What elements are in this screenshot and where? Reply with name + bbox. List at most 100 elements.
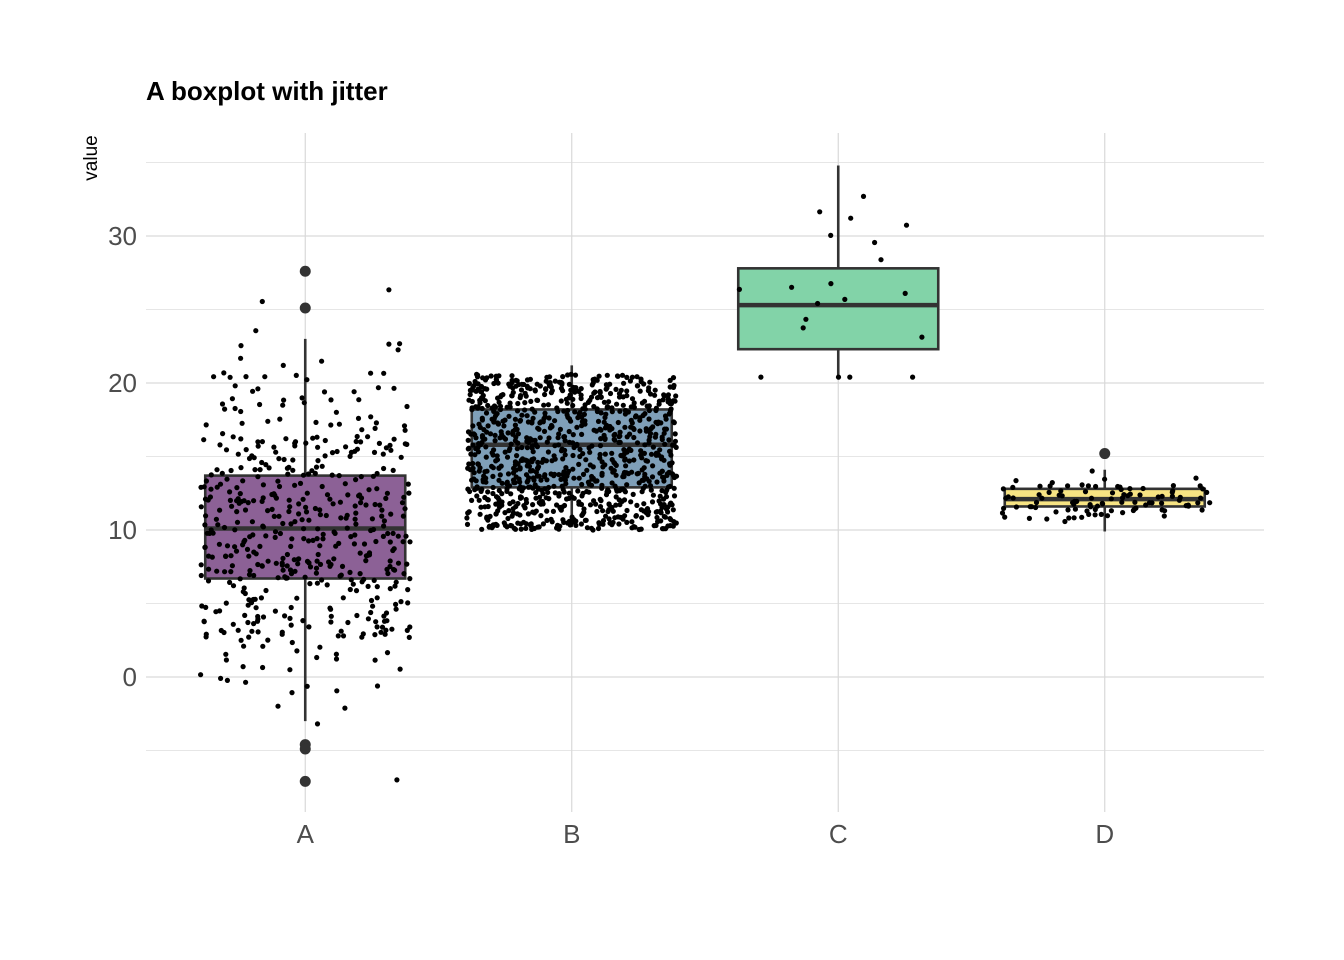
jitter-point — [517, 512, 523, 518]
jitter-point — [407, 576, 413, 582]
jitter-point — [467, 488, 473, 495]
jitter-point — [602, 414, 608, 421]
jitter-point — [667, 483, 673, 489]
jitter-point — [545, 489, 551, 495]
jitter-point — [653, 405, 660, 411]
jitter-point — [255, 561, 261, 568]
jitter-point — [208, 486, 214, 492]
jitter-point — [290, 467, 296, 473]
jitter-point — [208, 527, 214, 533]
jitter-point — [402, 506, 408, 512]
jitter-point — [669, 460, 675, 466]
jitter-point — [306, 517, 312, 523]
jitter-point — [543, 458, 550, 464]
jitter-point — [1013, 478, 1019, 484]
jitter-point — [1071, 515, 1077, 521]
jitter-point — [514, 453, 520, 459]
jitter-point — [339, 563, 346, 570]
jitter-point — [529, 459, 535, 465]
jitter-point — [602, 462, 608, 468]
jitter-point — [1159, 500, 1165, 506]
jitter-point — [552, 490, 558, 496]
jitter-point — [506, 413, 512, 419]
jitter-point — [613, 502, 619, 508]
jitter-point — [647, 379, 653, 385]
y-tick-label: 30 — [108, 221, 137, 251]
jitter-point — [208, 472, 214, 478]
jitter-point — [525, 511, 532, 517]
jitter-point — [475, 405, 481, 411]
jitter-point — [586, 481, 592, 487]
jitter-point — [306, 624, 312, 630]
jitter-point — [479, 405, 485, 412]
jitter-point — [540, 521, 547, 527]
jitter-point — [407, 539, 413, 545]
jitter-point — [609, 450, 615, 456]
jitter-point — [464, 515, 470, 521]
jitter-point — [1200, 486, 1206, 492]
jitter-point — [272, 529, 279, 535]
jitter-point — [379, 513, 385, 519]
jitter-point — [510, 510, 516, 516]
jitter-point — [257, 401, 263, 408]
jitter-point — [659, 526, 666, 532]
jitter-point — [657, 470, 663, 476]
jitter-point — [292, 482, 298, 488]
jitter-point — [263, 462, 269, 468]
jitter-point — [387, 586, 393, 592]
jitter-point — [601, 399, 608, 405]
jitter-point — [490, 465, 496, 471]
jitter-point — [227, 497, 233, 503]
jitter-point — [533, 469, 540, 475]
jitter-point — [632, 524, 638, 530]
jitter-point — [566, 428, 572, 435]
jitter-point — [631, 434, 637, 441]
jitter-point — [401, 571, 407, 577]
jitter-point — [566, 490, 572, 496]
jitter-point — [255, 386, 261, 392]
jitter-point — [597, 504, 604, 510]
jitter-point — [671, 474, 678, 481]
jitter-point — [575, 488, 581, 494]
jitter-point — [628, 447, 634, 453]
jitter-point — [560, 456, 566, 462]
jitter-point — [1033, 499, 1040, 506]
jitter-point — [637, 388, 643, 394]
jitter-point — [301, 536, 307, 542]
jitter-point — [1094, 503, 1101, 509]
jitter-point — [391, 385, 397, 391]
jitter-point — [636, 526, 642, 533]
jitter-point — [635, 470, 642, 476]
jitter-point — [304, 683, 310, 689]
jitter-point — [494, 453, 500, 459]
jitter-point — [634, 374, 640, 380]
chart-title: A boxplot with jitter — [146, 76, 388, 106]
jitter-point — [583, 457, 589, 463]
jitter-point — [484, 429, 490, 435]
jitter-point — [232, 405, 238, 412]
jitter-point — [611, 432, 617, 438]
jitter-point — [1169, 493, 1175, 499]
jitter-point — [240, 664, 246, 670]
jitter-point — [223, 447, 230, 453]
jitter-point — [578, 386, 584, 392]
jitter-point — [607, 381, 613, 387]
jitter-point — [622, 424, 628, 430]
jitter-point — [1010, 495, 1016, 501]
jitter-point — [283, 436, 289, 442]
jitter-point — [562, 452, 568, 458]
jitter-point — [556, 431, 562, 437]
jitter-point — [512, 422, 519, 428]
jitter-point — [532, 388, 538, 394]
jitter-point — [301, 526, 307, 532]
jitter-point — [1086, 511, 1092, 517]
jitter-point — [234, 509, 240, 515]
jitter-point — [575, 415, 581, 421]
jitter-point — [570, 432, 576, 438]
jitter-point — [600, 508, 606, 514]
jitter-point — [403, 533, 409, 539]
jitter-point — [529, 443, 536, 449]
jitter-point — [517, 418, 523, 424]
jitter-point — [639, 467, 645, 473]
jitter-point — [541, 416, 547, 422]
